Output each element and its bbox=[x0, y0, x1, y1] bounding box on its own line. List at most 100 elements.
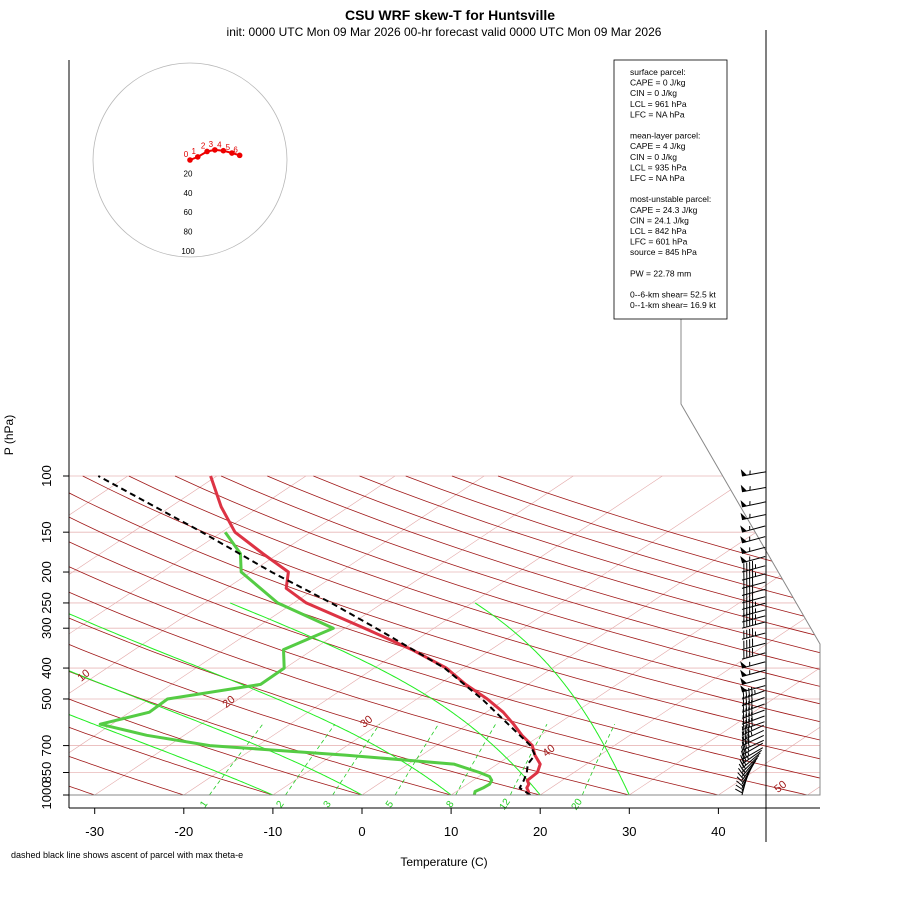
barb-full bbox=[748, 718, 751, 728]
dry-adiabat bbox=[69, 475, 748, 795]
mixing-ratio-labels: 1 2 3 5 8 12 20 bbox=[198, 796, 585, 812]
wind-barb bbox=[741, 569, 766, 581]
info-line: LCL = 842 hPa bbox=[630, 226, 687, 236]
dry-adiabat bbox=[69, 475, 567, 795]
wind-barb bbox=[740, 546, 766, 555]
info-line bbox=[630, 184, 632, 194]
barb-full bbox=[750, 686, 753, 696]
barb-full bbox=[742, 720, 745, 730]
barb-full bbox=[747, 723, 750, 733]
isotherm-line bbox=[69, 475, 485, 795]
barb-full bbox=[750, 693, 753, 703]
barb-full bbox=[735, 784, 743, 791]
hodograph: 20 40 60 80 100 0 12 3 4 5 6 bbox=[92, 62, 288, 258]
barb-full bbox=[743, 749, 747, 758]
info-line: surface parcel: bbox=[630, 67, 686, 77]
barb-staff bbox=[741, 588, 766, 597]
barb-staff bbox=[741, 573, 766, 581]
barb-full bbox=[747, 728, 750, 738]
barb-half bbox=[747, 747, 750, 752]
barb-full bbox=[742, 696, 745, 706]
x-tick-label: 20 bbox=[533, 824, 547, 839]
barb-full bbox=[750, 700, 753, 709]
barb-flag bbox=[740, 512, 747, 520]
parcel-info-box: surface parcel: CAPE = 0 J/kg CIN = 0 J/kg… bbox=[613, 59, 728, 320]
hodograph-ring-label: 60 bbox=[184, 208, 193, 217]
hodograph-point-label: 3 bbox=[209, 140, 214, 149]
barb-full bbox=[741, 731, 745, 740]
wind-barb bbox=[740, 749, 762, 765]
barb-staff bbox=[741, 747, 764, 761]
info-line: CAPE = 4 J/kg bbox=[630, 141, 686, 151]
dry-adiabat bbox=[451, 475, 820, 795]
barb-flag bbox=[740, 546, 747, 554]
barb-full bbox=[743, 744, 747, 753]
barb-full bbox=[745, 714, 748, 723]
info-line: LFC = NA hPa bbox=[630, 109, 685, 119]
barb-staff bbox=[741, 690, 765, 700]
mixing-ratio-label: 2 bbox=[274, 799, 286, 810]
dry-adiabat-label: 20 bbox=[221, 694, 238, 711]
hodograph-point-label: 4 bbox=[217, 141, 222, 150]
barb-full bbox=[744, 740, 748, 749]
info-line: mean-layer parcel: bbox=[630, 131, 700, 141]
info-line: PW = 22.78 mm bbox=[630, 268, 691, 278]
barb-full bbox=[750, 717, 753, 727]
barb-half bbox=[742, 769, 746, 773]
dry-adiabat bbox=[69, 475, 820, 795]
hodograph-ring-label: 40 bbox=[184, 189, 193, 198]
barb-full bbox=[737, 772, 744, 780]
isotherm-line bbox=[529, 475, 820, 795]
hodograph-point-label: 6 bbox=[233, 145, 238, 154]
barb-half bbox=[747, 751, 750, 756]
y-tick-label: 200 bbox=[39, 561, 54, 583]
mixing-ratio-label: 12 bbox=[498, 796, 514, 812]
barb-full bbox=[750, 706, 753, 715]
y-tick-label: 1000 bbox=[39, 781, 54, 810]
isotherm-line bbox=[797, 475, 820, 795]
dry-adiabat bbox=[69, 475, 206, 795]
wind-barb bbox=[735, 771, 749, 796]
isotherm-line bbox=[69, 475, 217, 795]
hodograph-point bbox=[204, 148, 210, 155]
barb-full bbox=[748, 707, 751, 716]
hodograph-point bbox=[194, 154, 201, 160]
hodograph-point bbox=[236, 152, 243, 159]
barb-half bbox=[741, 772, 746, 777]
info-line: CIN = 24.1 J/kg bbox=[630, 215, 689, 225]
isotherm-line bbox=[84, 475, 574, 795]
y-tick-label: 150 bbox=[39, 521, 54, 543]
dry-adiabat bbox=[69, 475, 658, 795]
barb-staff bbox=[741, 596, 766, 604]
isotherm-line bbox=[69, 475, 307, 795]
info-line: LFC = 601 hPa bbox=[630, 237, 688, 247]
y-tick-label: 500 bbox=[39, 688, 54, 710]
barb-staff bbox=[741, 755, 760, 773]
barb-flag bbox=[740, 500, 747, 507]
chart-subtitle: init: 0000 UTC Mon 09 Mar 2026 00-hr for… bbox=[227, 25, 662, 39]
y-tick-label: 400 bbox=[39, 657, 54, 679]
y-tick-label: 700 bbox=[39, 735, 54, 757]
wind-barb bbox=[740, 525, 766, 533]
mixing-ratio-line bbox=[581, 724, 616, 795]
barb-flag bbox=[740, 484, 747, 492]
barb-staff bbox=[741, 642, 766, 651]
info-line: LCL = 935 hPa bbox=[630, 162, 687, 172]
isotherm-line bbox=[173, 475, 663, 795]
x-tick-label: -10 bbox=[264, 824, 283, 839]
barb-full bbox=[744, 725, 748, 734]
barb-full bbox=[747, 734, 750, 743]
wind-barb bbox=[741, 577, 766, 589]
mixing-ratio-line bbox=[332, 723, 380, 795]
isotherm-line bbox=[69, 475, 396, 795]
barb-full bbox=[740, 755, 745, 764]
barb-full bbox=[750, 712, 753, 721]
chart-title: CSU WRF skew-T for Huntsville bbox=[345, 7, 555, 23]
y-tick-label: 100 bbox=[39, 465, 54, 487]
barb-half bbox=[746, 755, 750, 760]
barb-full bbox=[745, 689, 748, 698]
dry-adiabat bbox=[497, 475, 820, 795]
dewpoint-profile bbox=[98, 531, 494, 795]
dry-adiabat bbox=[405, 475, 820, 795]
